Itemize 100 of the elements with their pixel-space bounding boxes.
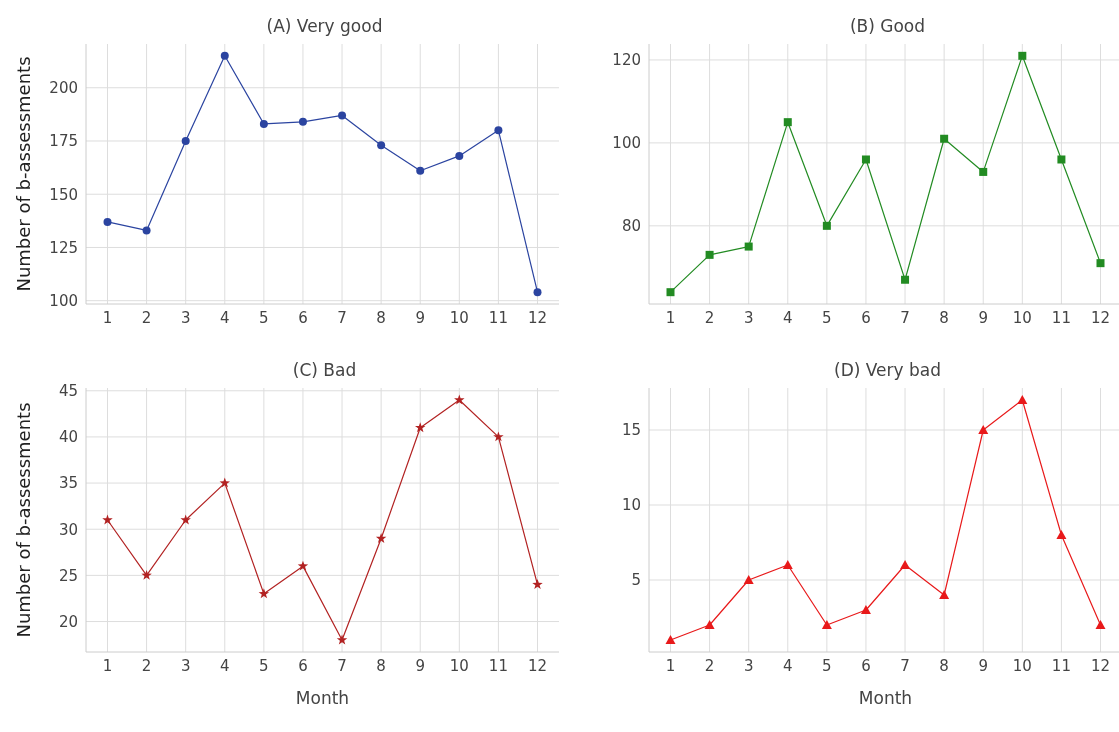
x-tick-label: 3: [180, 656, 191, 675]
x-tick-label: 3: [743, 308, 754, 327]
point: [743, 575, 754, 584]
x-tick-label: 5: [259, 308, 269, 327]
chart-title: (A) Very good: [265, 16, 384, 36]
point: [1017, 395, 1028, 404]
y-tick-label: 100: [612, 134, 641, 153]
x-tick-label: 8: [376, 308, 386, 327]
y-tick-label: 150: [49, 185, 78, 204]
y-axis-title: Number of b-assessments: [13, 56, 35, 292]
point: [415, 422, 426, 433]
point: [494, 126, 503, 135]
x-tick-label: 10: [1012, 308, 1032, 327]
point: [338, 111, 347, 120]
x-tick-label: 1: [665, 656, 676, 675]
x-tick-label: 7: [337, 308, 347, 327]
x-tick-label: 4: [220, 308, 230, 327]
x-tick-label: 1: [102, 656, 113, 675]
x-tick-label: 1: [665, 308, 676, 327]
point: [665, 635, 676, 644]
y-tick-label: 25: [58, 566, 78, 585]
x-tick-label: 11: [1051, 656, 1071, 675]
point: [102, 514, 113, 525]
x-tick-label: 10: [1012, 656, 1032, 675]
x-tick-label: 11: [1051, 308, 1071, 327]
point: [822, 221, 831, 230]
point: [940, 134, 949, 143]
x-tick-label: 10: [449, 308, 469, 327]
point: [141, 569, 152, 580]
point: [1096, 259, 1105, 268]
x-axis-title: Month: [858, 688, 913, 708]
x-tick-label: 5: [822, 308, 832, 327]
point: [181, 136, 190, 145]
x-tick-label: 12: [527, 308, 548, 327]
y-tick-label: 10: [621, 496, 641, 515]
x-tick-label: 3: [743, 656, 754, 675]
x-tick-label: 8: [939, 656, 949, 675]
x-tick-label: 5: [259, 656, 269, 675]
point: [861, 155, 870, 164]
y-tick-label: 5: [631, 571, 641, 590]
x-axis-title: Month: [295, 688, 350, 708]
point: [416, 166, 425, 175]
x-tick-label: 2: [704, 656, 715, 675]
x-tick-label: 9: [415, 308, 425, 327]
x-tick-label: 2: [141, 656, 152, 675]
x-tick-label: 5: [822, 656, 832, 675]
x-tick-label: 9: [415, 656, 425, 675]
point: [336, 634, 348, 645]
point: [297, 560, 309, 571]
y-tick-label: 100: [49, 292, 78, 311]
x-tick-label: 2: [704, 308, 715, 327]
x-tick-label: 7: [900, 308, 910, 327]
y-tick-label: 30: [58, 520, 78, 539]
y-tick-label: 175: [49, 132, 78, 151]
y-tick-label: 45: [58, 382, 78, 401]
point: [782, 560, 793, 569]
point: [1095, 620, 1106, 629]
x-tick-label: 2: [141, 308, 152, 327]
point: [1057, 155, 1066, 164]
point: [978, 425, 989, 434]
point: [377, 141, 386, 150]
x-tick-label: 6: [861, 308, 871, 327]
y-tick-label: 125: [49, 238, 78, 257]
x-tick-label: 8: [376, 656, 386, 675]
x-tick-label: 4: [783, 656, 793, 675]
y-tick-label: 120: [612, 51, 641, 70]
y-tick-label: 40: [58, 428, 78, 447]
point: [979, 167, 988, 176]
x-tick-label: 6: [298, 656, 308, 675]
chart-title: (D) Very bad: [833, 360, 942, 380]
point: [744, 242, 753, 251]
chart-title: (C) Bad: [291, 360, 358, 380]
chart-title: (B) Good: [848, 16, 927, 36]
point: [860, 605, 871, 614]
point: [258, 588, 270, 599]
x-tick-label: 12: [1090, 308, 1111, 327]
x-tick-label: 3: [180, 308, 191, 327]
y-tick-label: 15: [621, 421, 641, 440]
x-tick-label: 7: [900, 656, 910, 675]
point: [180, 514, 191, 525]
point: [901, 275, 910, 284]
point: [705, 250, 714, 259]
x-tick-label: 4: [783, 308, 793, 327]
y-tick-label: 20: [58, 612, 78, 631]
y-tick-label: 200: [49, 79, 78, 98]
x-tick-label: 11: [488, 656, 508, 675]
point: [219, 477, 230, 488]
x-tick-label: 7: [337, 656, 347, 675]
point: [666, 288, 675, 297]
x-tick-label: 9: [978, 308, 988, 327]
x-tick-label: 6: [298, 308, 308, 327]
x-tick-label: 9: [978, 656, 988, 675]
point: [533, 288, 542, 297]
point: [1056, 530, 1067, 539]
x-tick-label: 10: [449, 656, 469, 675]
point: [454, 394, 465, 405]
point: [493, 431, 504, 442]
point: [142, 226, 151, 235]
y-axis-title: Number of b-assessments: [13, 402, 35, 638]
point: [821, 620, 832, 629]
